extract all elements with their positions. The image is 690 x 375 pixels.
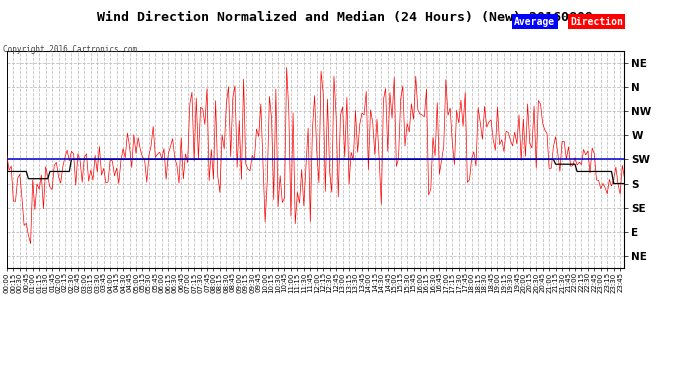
Text: Copyright 2016 Cartronics.com: Copyright 2016 Cartronics.com xyxy=(3,45,137,54)
Text: Wind Direction Normalized and Median (24 Hours) (New) 20160809: Wind Direction Normalized and Median (24… xyxy=(97,11,593,24)
Text: Direction: Direction xyxy=(570,17,623,27)
Text: Average: Average xyxy=(514,17,555,27)
